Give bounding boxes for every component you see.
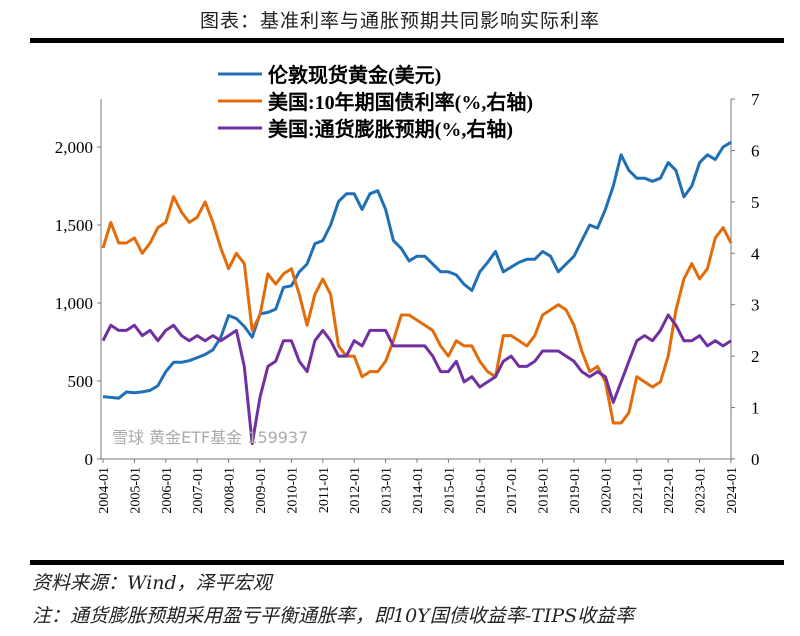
x-tick-label: 2022-01 xyxy=(662,467,677,514)
note-text: 注：通货膨胀预期采用盈亏平衡通胀率，即10Y国债收益率-TIPS收益率 xyxy=(32,605,635,627)
left-tick-label: 500 xyxy=(68,372,94,391)
legend-label-gold: 伦敦现货黄金(美元) xyxy=(268,63,441,87)
x-tick-label: 2020-01 xyxy=(599,467,614,514)
right-tick-label: 1 xyxy=(751,399,760,418)
left-tick-label: 1,500 xyxy=(55,216,93,235)
x-tick-label: 2021-01 xyxy=(631,467,646,514)
x-tick-label: 2004-01 xyxy=(97,467,112,514)
chart: 0 500 1,000 1,500 2,000 0 1 2 3 4 5 6 7 2004-01 2005-0… xyxy=(55,63,760,514)
x-tick-label: 2014-01 xyxy=(411,467,426,514)
series-line-yield xyxy=(101,195,733,425)
legend-label-infl: 美国:通货膨胀预期(%,右轴) xyxy=(268,117,513,141)
x-tick-label: 2016-01 xyxy=(474,467,489,514)
series-line-gold xyxy=(102,141,732,400)
x-tick-label: 2007-01 xyxy=(191,467,206,514)
footer-divider xyxy=(30,560,784,565)
x-tick-label: 2024-01 xyxy=(725,467,740,514)
x-tick-label: 2012-01 xyxy=(348,467,363,514)
left-tick-label: 0 xyxy=(85,450,94,469)
series-line-infl xyxy=(101,313,732,446)
x-tick-label: 2018-01 xyxy=(537,467,552,514)
right-tick-label: 6 xyxy=(751,141,760,160)
right-tick-label: 0 xyxy=(751,450,760,469)
x-tick-label: 2019-01 xyxy=(568,467,583,514)
x-tick-label: 2009-01 xyxy=(254,467,269,514)
source-text: 资料来源：Wind，泽平宏观 xyxy=(32,572,272,594)
right-tick-label: 7 xyxy=(751,90,760,109)
x-tick-label: 2011-01 xyxy=(317,467,332,513)
left-tick-label: 2,000 xyxy=(55,138,93,157)
x-tick-label: 2017-01 xyxy=(505,467,520,514)
x-tick-label: 2006-01 xyxy=(160,467,175,514)
x-tick-label: 2015-01 xyxy=(442,467,457,514)
x-tick-label: 2013-01 xyxy=(380,467,395,514)
left-tick-label: 1,000 xyxy=(55,294,93,313)
x-tick-label: 2005-01 xyxy=(128,467,143,514)
page-title: 图表：基准利率与通胀预期共同影响实际利率 xyxy=(199,10,600,32)
watermark: 雪球 黄金ETF基金 159937 xyxy=(112,428,309,447)
x-tick-label: 2023-01 xyxy=(694,467,709,514)
right-tick-label: 5 xyxy=(751,193,760,212)
right-tick-label: 4 xyxy=(751,244,760,263)
title-divider xyxy=(30,38,784,43)
x-tick-label: 2010-01 xyxy=(285,467,300,514)
legend-label-yield: 美国:10年期国债利率(%,右轴) xyxy=(268,90,533,114)
right-tick-label: 2 xyxy=(751,347,760,366)
right-tick-label: 3 xyxy=(751,296,760,315)
x-tick-label: 2008-01 xyxy=(223,467,238,514)
